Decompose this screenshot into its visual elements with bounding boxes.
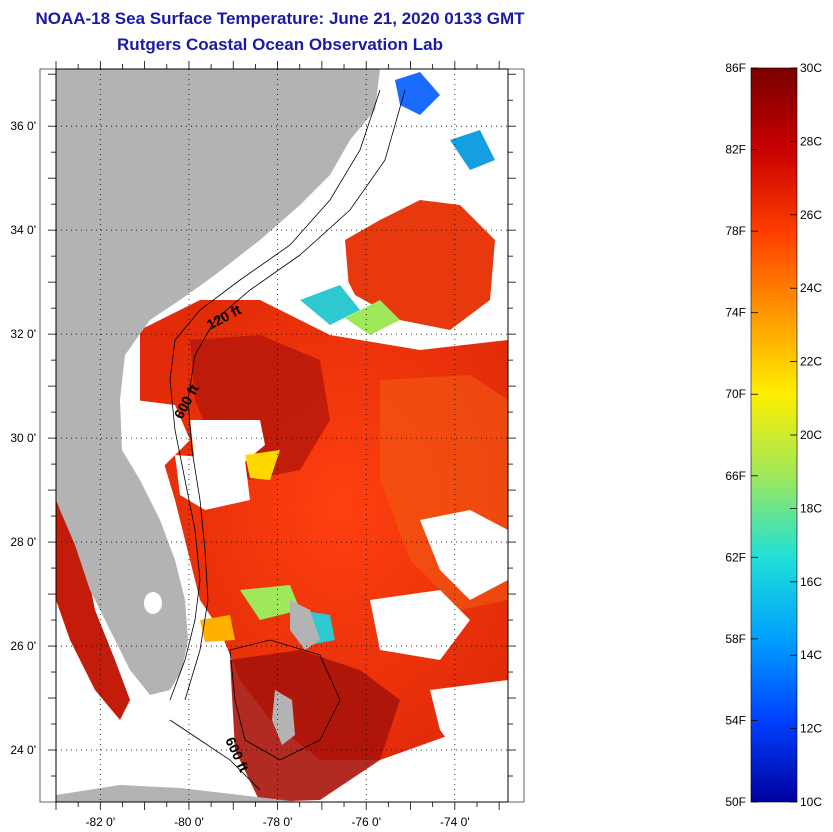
cool-sst-patch <box>245 450 280 480</box>
celsius-label: 24C <box>800 281 822 295</box>
sst-hot-south <box>230 650 400 802</box>
fahrenheit-scale: 86F 82F 78F 74F 70F 66F 62F 58F 54F 50F <box>725 61 758 809</box>
cloud-patch <box>130 400 190 470</box>
latitude-label: 30 0' <box>10 431 36 445</box>
celsius-label: 22C <box>800 355 822 369</box>
celsius-label: 20C <box>800 428 822 442</box>
longitude-label: -82 0' <box>85 815 115 829</box>
fahrenheit-label: 74F <box>725 306 746 320</box>
fahrenheit-label: 54F <box>725 713 746 727</box>
lake-okeechobee <box>144 592 162 614</box>
celsius-label: 14C <box>800 648 822 662</box>
latitude-label: 26 0' <box>10 639 36 653</box>
land-us-florida <box>56 69 380 695</box>
latitude-label: 36 0' <box>10 119 36 133</box>
fahrenheit-label: 86F <box>725 61 746 75</box>
celsius-label: 16C <box>800 575 822 589</box>
latitude-label: 24 0' <box>10 743 36 757</box>
cloud-patch <box>270 230 350 300</box>
celsius-label: 30C <box>800 61 822 75</box>
map-axis-labels: -82 0' -80 0' -78 0' -76 0' -74 0' 36 0' 34 0'… <box>10 119 469 829</box>
land-andros <box>272 690 295 745</box>
fahrenheit-label: 70F <box>725 387 746 401</box>
celsius-label: 10C <box>800 795 822 809</box>
map-ticks <box>48 61 516 810</box>
cloud-patch <box>420 510 508 600</box>
cool-sst-patch <box>345 300 400 335</box>
longitude-label: -78 0' <box>263 815 293 829</box>
plot-outer-frame <box>39 68 525 803</box>
celsius-scale: 30C 28C 26C 24C 22C 20C 18C 16C 14C 12C 10C <box>790 61 822 809</box>
fahrenheit-label: 58F <box>725 632 746 646</box>
cool-sst-patch <box>300 285 360 325</box>
cloud-patch <box>175 455 250 510</box>
sst-map: 120 ft 600 ft 600 ft -82 0' -80 0' -78 0' -… <box>10 61 525 829</box>
contour-120ft <box>169 89 381 701</box>
cool-sst-patch <box>395 72 440 115</box>
latitude-label: 32 0' <box>10 327 36 341</box>
cool-sst-patch <box>200 615 235 642</box>
celsius-label: 12C <box>800 722 822 736</box>
map-gridlines <box>56 69 508 802</box>
fahrenheit-label: 62F <box>725 550 746 564</box>
latitude-label: 34 0' <box>10 223 36 237</box>
temperature-colorbar: 86F 82F 78F 74F 70F 66F 62F 58F 54F 50F 30C 28C 26C… <box>725 61 822 809</box>
fahrenheit-label: 66F <box>725 469 746 483</box>
contour-600ft <box>184 89 406 701</box>
cool-sst-patch <box>240 585 300 620</box>
celsius-label: 26C <box>800 208 822 222</box>
land-cuba <box>56 785 300 802</box>
map-subtitle: Rutgers Coastal Ocean Observation Lab <box>117 35 443 54</box>
longitude-label: -80 0' <box>174 815 204 829</box>
contour-south <box>169 719 261 791</box>
longitude-label: -76 0' <box>351 815 381 829</box>
celsius-label: 18C <box>800 501 822 515</box>
celsius-label: 28C <box>800 134 822 148</box>
land-bahamas <box>290 600 320 650</box>
cloud-patch <box>370 590 470 660</box>
latitude-label: 28 0' <box>10 535 36 549</box>
cloud-patch <box>430 680 508 770</box>
fahrenheit-label: 78F <box>725 224 746 238</box>
fahrenheit-label: 82F <box>725 143 746 157</box>
cool-sst-patch <box>450 130 495 170</box>
sst-north-warm <box>340 200 495 330</box>
contour-bahamas <box>229 639 341 761</box>
map-title: NOAA-18 Sea Surface Temperature: June 21… <box>35 9 525 28</box>
sst-florida-west <box>56 490 130 720</box>
fahrenheit-label: 50F <box>725 795 746 809</box>
longitude-label: -74 0' <box>440 815 470 829</box>
